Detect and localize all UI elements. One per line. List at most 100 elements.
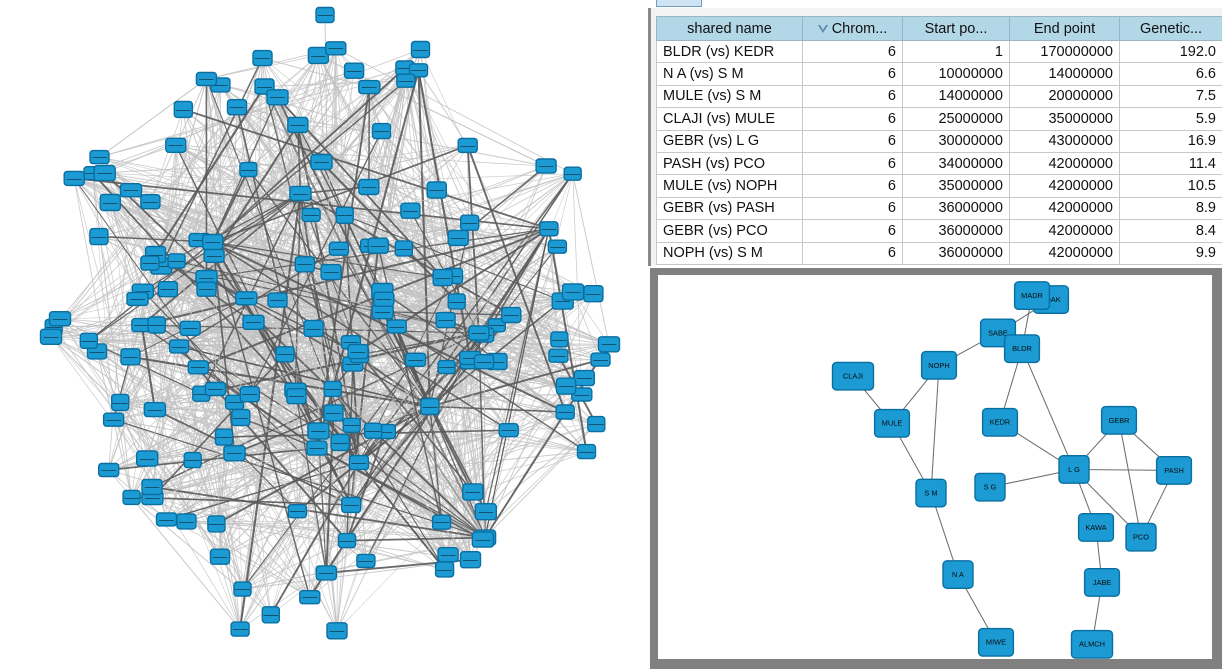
node-box[interactable] bbox=[99, 193, 122, 212]
node-box[interactable] bbox=[920, 350, 958, 380]
node-box[interactable] bbox=[396, 73, 416, 88]
main-network-node[interactable]: —— bbox=[367, 237, 389, 254]
main-network-node[interactable]: —— bbox=[576, 443, 597, 460]
node-box[interactable] bbox=[555, 404, 575, 420]
node-box[interactable] bbox=[140, 193, 161, 210]
node-box[interactable] bbox=[373, 291, 395, 307]
main-network-view[interactable]: —— —— —— —— —— —— —— —— —— —— —— —— —— —— —— —— —— —— —— ——… bbox=[0, 0, 648, 669]
node-box[interactable] bbox=[147, 316, 166, 334]
node-box[interactable] bbox=[287, 116, 309, 134]
node-box[interactable] bbox=[561, 283, 585, 301]
main-network-node[interactable]: —— bbox=[447, 293, 466, 310]
main-network-node[interactable]: —— bbox=[356, 553, 376, 569]
main-network-node[interactable]: —— bbox=[408, 63, 429, 78]
node-box[interactable] bbox=[157, 281, 179, 298]
node-box[interactable] bbox=[214, 428, 234, 446]
main-network-node[interactable]: —— bbox=[176, 513, 197, 530]
node-box[interactable] bbox=[141, 478, 163, 496]
subnetwork-node[interactable]: ALMCH bbox=[1070, 629, 1114, 659]
node-box[interactable] bbox=[176, 513, 197, 530]
node-box[interactable] bbox=[207, 515, 226, 533]
node-box[interactable] bbox=[356, 553, 376, 569]
node-box[interactable] bbox=[1155, 456, 1193, 485]
main-network-node[interactable]: —— bbox=[571, 387, 593, 402]
node-box[interactable] bbox=[328, 241, 350, 256]
main-network-node[interactable]: —— bbox=[535, 158, 557, 174]
main-network-node[interactable]: —— bbox=[167, 253, 186, 269]
node-box[interactable] bbox=[135, 450, 159, 467]
subnetwork-node[interactable]: CLAJI bbox=[831, 361, 875, 391]
main-network-node[interactable]: —— bbox=[326, 622, 348, 640]
node-box[interactable] bbox=[335, 206, 354, 225]
node-box[interactable] bbox=[343, 62, 365, 79]
node-box[interactable] bbox=[48, 311, 72, 327]
subnetwork-node[interactable]: PASH bbox=[1155, 456, 1193, 485]
node-box[interactable] bbox=[165, 137, 187, 154]
node-box[interactable] bbox=[275, 346, 295, 363]
main-network-node[interactable]: —— bbox=[207, 515, 226, 533]
node-box[interactable] bbox=[63, 170, 85, 187]
node-box[interactable] bbox=[468, 325, 490, 341]
node-box[interactable] bbox=[323, 380, 342, 398]
node-box[interactable] bbox=[942, 560, 974, 589]
node-box[interactable] bbox=[289, 185, 312, 202]
main-network-node[interactable]: —— bbox=[315, 565, 337, 581]
table-row[interactable]: NOPH (vs) S M 6 36000000 42000000 9.9 bbox=[656, 241, 1222, 265]
node-box[interactable] bbox=[547, 239, 568, 254]
main-network-node[interactable]: —— bbox=[547, 239, 568, 254]
subnetwork-node[interactable]: BLDR bbox=[1003, 334, 1041, 364]
node-box[interactable] bbox=[548, 348, 569, 363]
node-box[interactable] bbox=[1070, 629, 1114, 659]
node-box[interactable] bbox=[267, 292, 288, 308]
node-box[interactable] bbox=[230, 621, 250, 637]
main-network-node[interactable]: —— bbox=[261, 606, 280, 624]
main-network-node[interactable]: —— bbox=[165, 137, 187, 154]
node-box[interactable] bbox=[294, 256, 315, 273]
main-network-node[interactable]: —— bbox=[97, 462, 120, 478]
main-network-node[interactable]: —— bbox=[468, 325, 490, 341]
main-network-node[interactable]: —— bbox=[122, 489, 141, 506]
node-box[interactable] bbox=[539, 221, 559, 237]
node-box[interactable] bbox=[501, 306, 522, 324]
node-box[interactable] bbox=[320, 263, 342, 281]
main-network-node[interactable]: —— bbox=[135, 450, 159, 467]
main-network-node[interactable]: —— bbox=[323, 404, 344, 422]
main-network-node[interactable]: —— bbox=[126, 291, 149, 307]
main-network-node[interactable]: —— bbox=[555, 377, 577, 395]
main-network-node[interactable]: —— bbox=[555, 404, 575, 420]
node-box[interactable] bbox=[226, 98, 248, 116]
main-network-node[interactable]: —— bbox=[400, 202, 421, 219]
node-box[interactable] bbox=[1077, 512, 1115, 542]
main-network-node[interactable]: —— bbox=[457, 137, 478, 154]
main-network-node[interactable]: —— bbox=[394, 240, 413, 257]
node-box[interactable] bbox=[873, 408, 911, 438]
main-network-node[interactable]: —— bbox=[275, 346, 295, 363]
main-network-node[interactable]: —— bbox=[267, 292, 288, 308]
subnetwork-node[interactable]: S G bbox=[974, 472, 1006, 502]
main-network-node[interactable]: —— bbox=[471, 531, 495, 548]
node-box[interactable] bbox=[587, 415, 606, 433]
node-box[interactable] bbox=[977, 627, 1015, 657]
node-box[interactable] bbox=[447, 293, 466, 310]
node-box[interactable] bbox=[576, 443, 597, 460]
main-network-node[interactable]: —— bbox=[590, 352, 611, 367]
subnetwork-node[interactable]: GEBR bbox=[1100, 405, 1138, 435]
table-row[interactable]: BLDR (vs) KEDR 6 1 170000000 192.0 bbox=[656, 39, 1222, 64]
node-box[interactable] bbox=[471, 531, 495, 548]
main-network-node[interactable]: —— bbox=[431, 514, 452, 530]
node-box[interactable] bbox=[204, 381, 227, 397]
main-network-node[interactable]: —— bbox=[301, 207, 321, 223]
node-box[interactable] bbox=[974, 472, 1006, 502]
node-box[interactable] bbox=[286, 388, 307, 405]
column-header-chromosome[interactable]: Chrom... bbox=[802, 16, 903, 41]
node-box[interactable] bbox=[261, 606, 280, 624]
node-box[interactable] bbox=[196, 281, 217, 297]
main-network-node[interactable]: —— bbox=[573, 369, 595, 387]
node-box[interactable] bbox=[120, 348, 141, 366]
node-box[interactable] bbox=[367, 237, 389, 254]
main-network-node[interactable]: —— bbox=[299, 590, 321, 605]
node-box[interactable] bbox=[473, 354, 495, 370]
node-box[interactable] bbox=[173, 100, 194, 119]
main-network-node[interactable]: —— bbox=[155, 512, 178, 527]
main-network-node[interactable]: —— bbox=[93, 164, 116, 182]
